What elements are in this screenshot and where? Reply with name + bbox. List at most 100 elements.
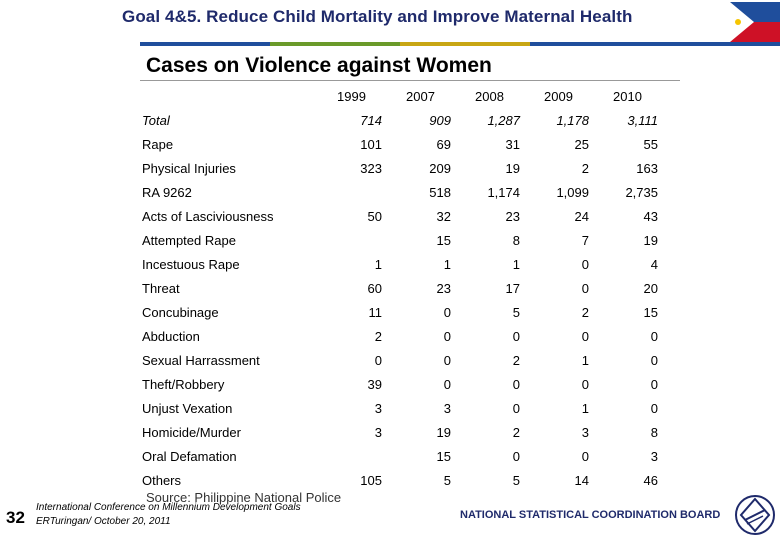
row-value: 209 [429,160,451,176]
row-value: 0 [650,376,658,392]
row-value [317,444,386,468]
row-value: 1,287 [487,112,520,128]
table-row: Acts of Lasciviousness 50 32 23 24 43 [138,204,662,228]
row-value: 19 [643,232,658,248]
row-value: 2,735 [625,184,658,200]
row-value: 0 [374,352,382,368]
row-value: 3,111 [627,112,658,128]
table-row: Homicide/Murder 3 19 2 3 8 [138,420,662,444]
row-value: 17 [505,280,520,296]
row-value: 46 [643,472,658,488]
table-row: Concubinage 11 0 5 2 15 [138,300,662,324]
row-label: Physical Injuries [142,160,236,176]
row-value: 15 [436,232,451,248]
table-row: Physical Injuries 323 209 19 2 163 [138,156,662,180]
row-label: Attempted Rape [142,232,236,248]
slide-goal-title: Goal 4&5. Reduce Child Mortality and Imp… [122,7,633,26]
violence-cases-table: 1999 2007 2008 2009 2010 Total 714 909 1… [138,84,662,492]
row-label: Others [142,472,182,488]
row-value: 0 [581,256,589,272]
row-value: 0 [581,448,589,464]
row-value: 1 [443,256,451,272]
philippine-flag-icon [730,2,780,42]
table-row: Sexual Harrassment 0 0 2 1 0 [138,348,662,372]
row-value: 714 [360,112,382,128]
row-value: 3 [443,400,451,416]
table-row: RA 9262 518 1,174 1,099 2,735 [138,180,662,204]
table-row: Threat 60 23 17 0 20 [138,276,662,300]
row-value: 15 [643,304,658,320]
source-note: Source: Philippine National Police [146,490,342,505]
row-value: 25 [574,136,589,152]
table-row: Unjust Vexation 3 3 0 1 0 [138,396,662,420]
page-number: 32 [6,508,25,527]
row-value: 0 [650,328,658,344]
nscb-logo-icon [735,495,775,535]
table-header-row: 1999 2007 2008 2009 2010 [138,84,662,108]
row-value: 20 [643,280,658,296]
row-value: 0 [512,400,520,416]
row-value: 3 [650,448,658,464]
row-value: 5 [512,472,520,488]
row-value: 1 [374,256,382,272]
table-row: Others 105 5 5 14 46 [138,468,662,492]
row-value: 19 [436,424,451,440]
row-value: 3 [374,400,382,416]
row-label: Incestuous Rape [142,256,240,272]
header-label-cell [138,84,317,108]
row-value: 3 [374,424,382,440]
row-label: Total [142,112,170,128]
year-header-2008: 2008 [475,88,504,104]
row-value: 2 [374,328,382,344]
row-value: 1 [512,256,520,272]
row-value: 163 [636,160,658,176]
row-value: 1 [581,352,589,368]
year-header-2009: 2009 [544,88,573,104]
header-bar: Goal 4&5. Reduce Child Mortality and Imp… [0,0,780,50]
row-value: 5 [443,472,451,488]
table-row: Attempted Rape 15 8 7 19 [138,228,662,252]
row-value: 5 [512,304,520,320]
row-value: 23 [436,280,451,296]
row-label: Abduction [142,328,200,344]
row-value: 1,099 [556,184,589,200]
row-value: 909 [429,112,451,128]
row-value: 323 [360,160,382,176]
row-label: Rape [142,136,174,152]
row-value: 8 [650,424,658,440]
row-label: Concubinage [142,304,219,320]
row-value: 7 [581,232,589,248]
row-value: 0 [443,376,451,392]
row-value: 2 [581,160,589,176]
row-value: 11 [368,304,383,320]
row-value: 60 [367,280,382,296]
header-stripe-green [270,42,400,46]
row-value: 50 [367,208,382,224]
row-value: 0 [512,448,520,464]
table-row: Abduction 2 0 0 0 0 [138,324,662,348]
conference-name: International Conference on Millennium D… [36,502,301,513]
header-stripe-blue [140,42,270,46]
year-header-2007: 2007 [406,88,435,104]
row-value: 19 [505,160,520,176]
table-row: Oral Defamation 15 0 0 3 [138,444,662,468]
row-value: 55 [643,136,658,152]
row-value: 24 [574,208,589,224]
row-value: 14 [574,472,589,488]
row-value: 1 [581,400,589,416]
row-label: RA 9262 [142,184,192,200]
row-value: 69 [436,136,451,152]
row-value: 0 [443,304,451,320]
row-value: 2 [581,304,589,320]
year-header-2010: 2010 [613,88,642,104]
row-value: 518 [429,184,451,200]
page-title: Cases on Violence against Women [146,54,492,77]
row-value: 0 [650,400,658,416]
table-row: Incestuous Rape 1 1 1 0 4 [138,252,662,276]
row-label: Unjust Vexation [142,400,233,416]
row-value: 0 [650,352,658,368]
row-value: 31 [505,136,520,152]
row-value: 2 [512,424,520,440]
row-value: 0 [443,352,451,368]
row-value: 0 [581,376,589,392]
